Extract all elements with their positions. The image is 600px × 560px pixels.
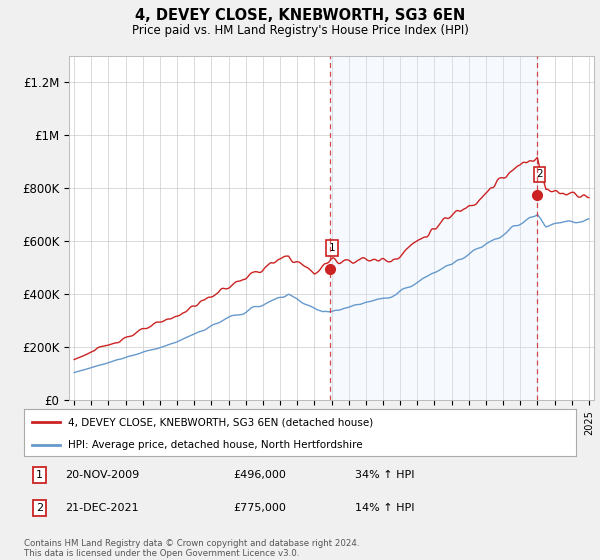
Text: HPI: Average price, detached house, North Hertfordshire: HPI: Average price, detached house, Nort…: [68, 440, 363, 450]
Text: 20-NOV-2009: 20-NOV-2009: [65, 470, 140, 480]
Text: £496,000: £496,000: [234, 470, 287, 480]
Text: 4, DEVEY CLOSE, KNEBWORTH, SG3 6EN: 4, DEVEY CLOSE, KNEBWORTH, SG3 6EN: [135, 8, 465, 24]
Text: 14% ↑ HPI: 14% ↑ HPI: [355, 503, 415, 513]
Text: 1: 1: [36, 470, 43, 480]
Text: 1: 1: [329, 243, 335, 253]
Text: 2: 2: [536, 169, 543, 179]
Bar: [330, 56, 537, 400]
Text: Contains HM Land Registry data © Crown copyright and database right 2024.
This d: Contains HM Land Registry data © Crown c…: [24, 539, 359, 558]
Text: Price paid vs. HM Land Registry's House Price Index (HPI): Price paid vs. HM Land Registry's House …: [131, 24, 469, 36]
Text: 34% ↑ HPI: 34% ↑ HPI: [355, 470, 415, 480]
Text: 4, DEVEY CLOSE, KNEBWORTH, SG3 6EN (detached house): 4, DEVEY CLOSE, KNEBWORTH, SG3 6EN (deta…: [68, 417, 373, 427]
Text: 2: 2: [36, 503, 43, 513]
Text: 21-DEC-2021: 21-DEC-2021: [65, 503, 139, 513]
Text: £775,000: £775,000: [234, 503, 287, 513]
